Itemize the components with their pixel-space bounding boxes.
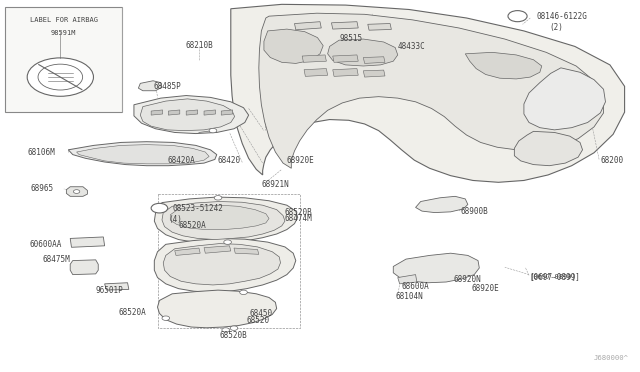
Text: 96501P: 96501P — [96, 286, 124, 295]
Text: 68921N: 68921N — [261, 180, 289, 189]
Polygon shape — [138, 81, 162, 91]
FancyBboxPatch shape — [4, 7, 122, 112]
Polygon shape — [104, 283, 129, 290]
Polygon shape — [140, 99, 235, 131]
Polygon shape — [302, 55, 326, 62]
Text: J680000^: J680000^ — [594, 355, 629, 361]
Text: 98591M: 98591M — [51, 30, 76, 36]
Text: 68920E: 68920E — [472, 284, 499, 293]
Polygon shape — [162, 202, 285, 240]
Circle shape — [209, 128, 217, 133]
Polygon shape — [304, 68, 328, 76]
Polygon shape — [157, 290, 276, 328]
Polygon shape — [364, 57, 385, 63]
Polygon shape — [67, 187, 88, 196]
Text: 68106M: 68106M — [28, 148, 56, 157]
Polygon shape — [333, 55, 358, 62]
Polygon shape — [234, 248, 259, 254]
Circle shape — [240, 290, 247, 295]
Text: 68420: 68420 — [217, 155, 241, 165]
Polygon shape — [154, 197, 298, 243]
Polygon shape — [70, 260, 99, 275]
Circle shape — [27, 58, 93, 96]
Polygon shape — [328, 39, 397, 66]
Text: 68920E: 68920E — [287, 155, 315, 165]
Polygon shape — [264, 29, 323, 63]
Text: 98515: 98515 — [340, 34, 363, 43]
Text: 68475M: 68475M — [42, 254, 70, 264]
Text: 68520A: 68520A — [119, 308, 147, 317]
Text: 68485P: 68485P — [153, 82, 180, 91]
Polygon shape — [77, 145, 209, 164]
Polygon shape — [175, 248, 200, 256]
Text: LABEL FOR AIRBAG: LABEL FOR AIRBAG — [29, 17, 97, 23]
Text: 68450: 68450 — [250, 309, 273, 318]
Polygon shape — [204, 110, 216, 115]
Text: 68520A: 68520A — [179, 221, 206, 230]
Circle shape — [38, 64, 83, 90]
Polygon shape — [221, 110, 233, 115]
Polygon shape — [397, 275, 417, 284]
Text: 68104N: 68104N — [395, 292, 423, 301]
Circle shape — [162, 316, 170, 320]
Text: (2): (2) — [549, 23, 563, 32]
Text: 60600AA: 60600AA — [29, 240, 62, 249]
Polygon shape — [294, 22, 321, 30]
Circle shape — [214, 196, 222, 200]
Circle shape — [74, 190, 80, 193]
Circle shape — [230, 326, 238, 330]
Circle shape — [222, 328, 230, 332]
Polygon shape — [134, 96, 248, 134]
Text: S: S — [157, 206, 161, 211]
Text: 48433C: 48433C — [397, 42, 426, 51]
Polygon shape — [231, 4, 625, 182]
Polygon shape — [465, 52, 541, 79]
Polygon shape — [332, 22, 358, 29]
Text: [0697-0899]: [0697-0899] — [529, 273, 576, 280]
Polygon shape — [186, 110, 198, 115]
Text: [0697-0899]: [0697-0899] — [529, 272, 580, 281]
Polygon shape — [364, 70, 385, 77]
Polygon shape — [70, 237, 104, 247]
Polygon shape — [333, 68, 358, 76]
Polygon shape — [394, 253, 479, 283]
Text: 68210B: 68210B — [185, 41, 213, 50]
Text: 68965: 68965 — [31, 185, 54, 193]
Polygon shape — [168, 110, 180, 115]
Circle shape — [224, 240, 232, 244]
Text: B: B — [515, 13, 520, 19]
Polygon shape — [515, 131, 582, 166]
Text: 68600A: 68600A — [401, 282, 429, 291]
Circle shape — [508, 11, 527, 22]
Polygon shape — [415, 196, 468, 212]
Text: 68520B: 68520B — [284, 208, 312, 217]
Polygon shape — [170, 205, 269, 230]
Polygon shape — [154, 238, 296, 292]
Polygon shape — [163, 244, 280, 285]
Polygon shape — [259, 13, 604, 168]
Text: 68920N: 68920N — [454, 275, 481, 283]
Polygon shape — [204, 246, 231, 253]
Polygon shape — [368, 23, 392, 30]
Text: 08523-51242: 08523-51242 — [172, 203, 223, 213]
Text: 08146-6122G: 08146-6122G — [537, 12, 588, 22]
Polygon shape — [524, 68, 605, 130]
Text: 68420A: 68420A — [167, 156, 195, 166]
Polygon shape — [151, 110, 163, 115]
Text: 68200: 68200 — [600, 155, 623, 165]
Circle shape — [151, 203, 168, 213]
Text: 68474M: 68474M — [284, 214, 312, 223]
Text: 68520: 68520 — [246, 316, 270, 325]
Text: (4): (4) — [168, 215, 182, 224]
Text: 68520B: 68520B — [220, 331, 247, 340]
Text: 68900B: 68900B — [460, 207, 488, 217]
Polygon shape — [68, 142, 217, 166]
